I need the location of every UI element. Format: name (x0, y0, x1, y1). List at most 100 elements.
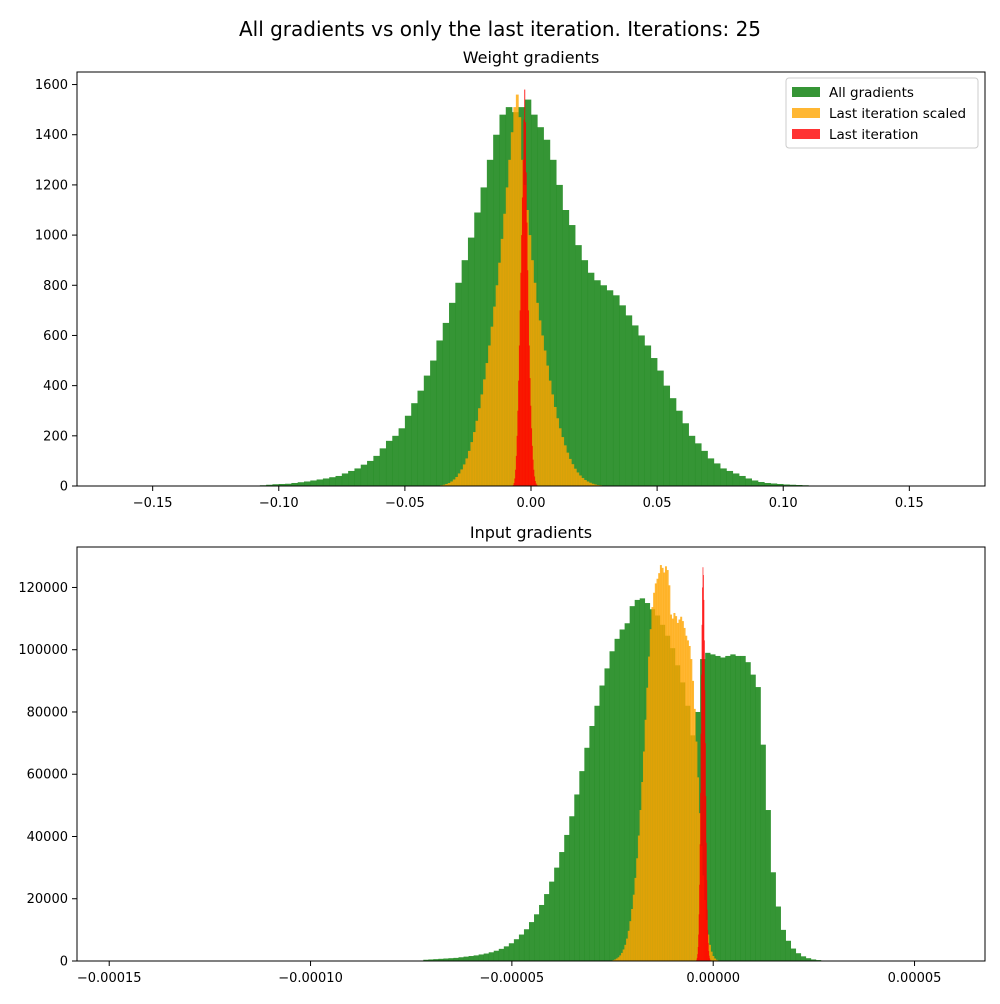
histogram-bar (758, 482, 765, 486)
histogram-bar (405, 416, 412, 486)
x-tick-label: −0.00005 (480, 971, 545, 986)
y-tick-label: 100000 (18, 643, 68, 658)
histogram-bar (455, 283, 462, 486)
y-tick-label: 0 (60, 955, 68, 970)
x-tick-label: 0.05 (643, 496, 672, 511)
histogram-bar (468, 451, 471, 486)
histogram-bar (455, 477, 458, 486)
x-tick-label: 0.00 (517, 496, 546, 511)
histogram-bar (559, 428, 562, 486)
histogram-bar (613, 295, 620, 486)
legend-swatch (792, 108, 820, 118)
histogram-bar (735, 656, 740, 961)
histogram-bar (559, 852, 564, 961)
axes-frame (77, 547, 985, 961)
histogram-bar (551, 394, 554, 486)
histogram-bar (464, 957, 469, 961)
histogram-bar (682, 423, 689, 486)
x-tick-label: 0.00000 (686, 971, 740, 986)
legend-label: Last iteration (829, 127, 918, 143)
histogram-bar (556, 418, 559, 486)
histogram-bar (503, 214, 506, 486)
histogram-bar (619, 305, 626, 486)
histogram-bar (536, 303, 539, 486)
histogram-bar (625, 623, 630, 961)
histogram-bar (610, 651, 615, 961)
histogram-bar (342, 473, 349, 486)
histogram-bar (544, 351, 547, 486)
y-tick-label: 40000 (27, 830, 68, 845)
histogram-bar (574, 469, 577, 486)
histogram-bar (411, 403, 418, 486)
histogram-bar (514, 939, 519, 961)
histogram-bar (544, 894, 549, 961)
histogram-bar (418, 391, 425, 486)
y-tick-label: 1600 (35, 78, 68, 93)
histogram-bar (589, 726, 594, 961)
histogram-bar (761, 745, 766, 961)
x-tick-label: −0.10 (259, 496, 299, 511)
y-tick-label: 0 (60, 480, 68, 495)
histogram-bar (566, 453, 569, 486)
histogram-bar (348, 471, 355, 486)
histogram-bar (579, 771, 584, 961)
histogram-bar (436, 340, 443, 486)
histogram-bar (549, 882, 554, 961)
histogram-bar (725, 656, 730, 961)
histogram-bar (571, 464, 574, 486)
histogram-bar (304, 481, 311, 486)
histogram-bar (581, 478, 584, 486)
histogram-bar (465, 458, 468, 486)
histogram-bar (676, 411, 683, 486)
histogram-bar (549, 381, 552, 486)
axes-title: Weight gradients (463, 48, 600, 67)
y-tick-label: 1000 (35, 229, 68, 244)
histogram-bar (726, 471, 733, 486)
histogram-bar (519, 935, 524, 961)
histogram-bar (670, 398, 677, 486)
histogram-bar (469, 956, 474, 961)
histogram-bar (766, 810, 771, 961)
axes-title: Input gradients (470, 523, 592, 542)
histogram-bar (715, 656, 720, 961)
histogram-bar (701, 451, 708, 486)
histogram-bar (443, 323, 450, 486)
legend-swatch (792, 129, 820, 139)
histogram-bar (310, 480, 317, 486)
histogram-bar (486, 363, 489, 486)
y-tick-label: 800 (43, 279, 68, 294)
y-tick-label: 600 (43, 329, 68, 344)
histogram-bar (386, 441, 393, 486)
histogram-bar (791, 949, 796, 961)
histogram-bar (776, 907, 781, 961)
histogram-bar (458, 473, 461, 486)
histogram-bar (796, 953, 801, 961)
histogram-bar (781, 930, 786, 961)
histogram-bar (501, 239, 504, 486)
histogram-bar (645, 345, 652, 486)
histogram-bar (576, 472, 579, 486)
histogram-bar (801, 956, 806, 961)
histogram-bar (478, 408, 481, 486)
histogram-bar (524, 929, 529, 961)
histogram-bar (569, 225, 576, 486)
histogram-bar (604, 668, 609, 961)
histogram-bar (489, 952, 494, 961)
y-tick-label: 1200 (35, 178, 68, 193)
histogram-bar (632, 325, 639, 486)
histogram-bar (755, 687, 760, 961)
x-tick-label: −0.00015 (77, 971, 142, 986)
histogram-bar (463, 464, 466, 486)
bars-group (423, 565, 826, 961)
histogram-bar (594, 706, 599, 961)
histogram-bar (534, 283, 537, 486)
histogram-bar (599, 686, 604, 961)
histogram-bar (529, 922, 534, 961)
histogram-bar (710, 654, 715, 961)
histogram-bar (399, 428, 406, 486)
histogram-bar (367, 461, 374, 486)
histogram-bar (534, 914, 539, 961)
histogram-bar (786, 941, 791, 961)
histogram-bar (615, 639, 620, 961)
